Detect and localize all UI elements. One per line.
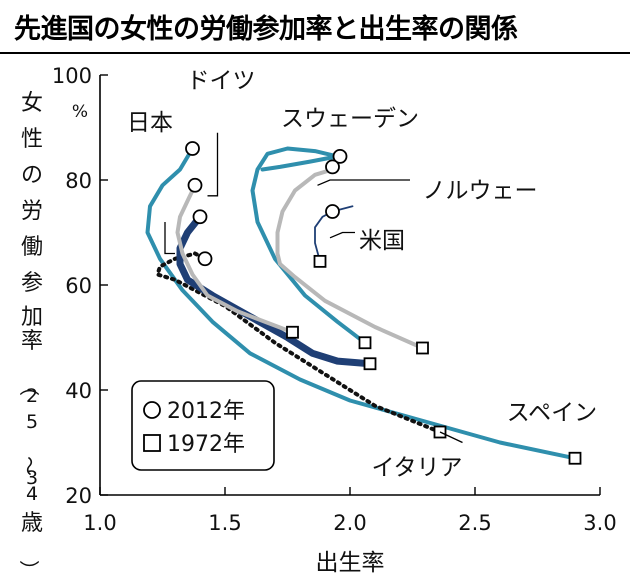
series-line-4	[175, 183, 295, 335]
legend-circle-icon	[143, 401, 161, 419]
legend-box	[131, 380, 275, 471]
y-tick-label: 20	[65, 484, 92, 508]
legend-label: 1972年	[167, 432, 245, 457]
marker-2012-circle	[185, 141, 200, 156]
legend: 2012年 1972年	[131, 380, 275, 471]
x-tick-label: 2.5	[458, 511, 491, 535]
leader-line	[207, 132, 219, 197]
series-line-6	[275, 167, 425, 350]
marker-2012-circle	[197, 251, 213, 267]
x-tick-label: 1.5	[208, 511, 241, 535]
x-tick-label: 3.0	[583, 511, 616, 535]
y-tick-label: 100	[52, 64, 92, 88]
chart-title: 先進国の女性の労働参加率と出生率の関係	[14, 14, 518, 45]
series-line-5	[250, 146, 367, 345]
country-label: 日本	[127, 110, 173, 136]
marker-1972-square	[568, 451, 582, 465]
x-axis-title: 出生率	[316, 550, 385, 576]
axes: 1.0 1.5 2.0 2.5 3.0 100 80 60 40 20% 出生率 女性の労働参加率（2…	[17, 64, 617, 580]
marker-2012-circle	[192, 209, 208, 225]
x-tick-label: 2.0	[333, 511, 366, 535]
country-label: 米国	[359, 228, 405, 254]
marker-1972-square	[358, 336, 372, 350]
y-tick-label: 80	[65, 169, 92, 193]
country-label: イタリア	[371, 455, 462, 481]
marker-1972-square	[363, 357, 377, 371]
marker-1972-square	[416, 341, 429, 355]
country-label: ノルウェー	[423, 178, 538, 204]
marker-2012-circle	[325, 159, 340, 175]
legend-square-icon	[143, 434, 161, 452]
x-tick-label: 1.0	[83, 511, 116, 535]
y-unit-label: %	[72, 102, 88, 122]
country-label: スペイン	[507, 400, 597, 426]
y-tick-label: 40	[65, 379, 92, 403]
series-line-3	[176, 213, 374, 368]
y-tick-label: 60	[65, 274, 92, 298]
marker-1972-square	[313, 254, 327, 268]
series-layer	[145, 146, 577, 461]
marker-2012-circle	[332, 148, 348, 164]
series-line-7	[314, 205, 354, 263]
marker-layer	[185, 141, 582, 465]
leader-line	[329, 231, 355, 239]
marker-2012-circle	[187, 177, 203, 193]
series-line-1	[145, 146, 577, 461]
country-label: ドイツ	[187, 68, 256, 94]
leader-line	[439, 431, 463, 444]
y-axis-title: 女性の労働参加率（2 5 ～ 3 4 歳）	[17, 91, 43, 580]
marker-1972-square	[286, 325, 299, 339]
marker-2012-circle	[325, 204, 340, 219]
legend-label: 2012年	[167, 399, 245, 424]
leader-line	[317, 179, 410, 186]
country-label: スウェーデン	[281, 106, 419, 132]
title-bar: 先進国の女性の労働参加率と出生率の関係	[0, 0, 630, 54]
leader-line	[164, 222, 175, 255]
